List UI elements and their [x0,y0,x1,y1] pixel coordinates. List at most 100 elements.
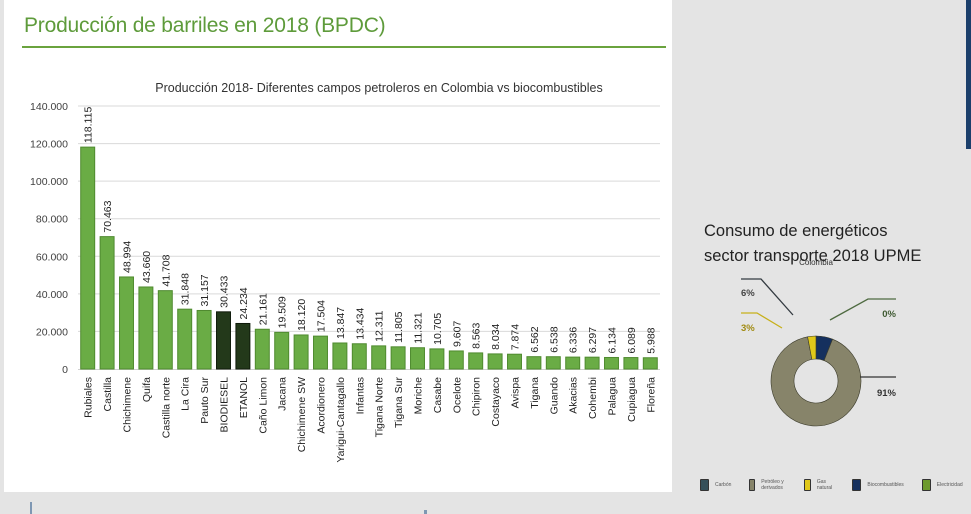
x-category-label: Tigana Sur [393,377,405,428]
x-category-label: BIODIESEL [219,377,231,433]
donut-slice-petr-leo-y-derivados [770,336,862,427]
legend-swatch [921,479,931,491]
bar-data-label: 6.562 [529,326,541,352]
legend-label: Carbón [715,482,732,488]
donut-data-label: 0% [882,309,896,320]
bar-palagua [604,356,619,370]
x-category-label: Ocelote [451,377,463,413]
bar-data-label: 13.847 [335,307,347,339]
bar-castilla [99,236,115,370]
bar-akacias [565,356,581,370]
decorative-mark-left [30,502,32,514]
bar-moriche [410,347,425,370]
bar-data-label: 24.234 [238,287,250,319]
bar-data-label: 43.660 [141,251,153,283]
bar-floreña [642,357,658,370]
bar-castilla-norte [157,290,173,370]
x-category-label: Chichimene [122,377,134,433]
y-tick-label: 60.000 [36,251,68,263]
decorative-mark-center [424,510,427,514]
x-category-label: Casabe [432,377,444,413]
accent-bar [966,0,971,149]
bar-data-label: 11.805 [393,311,405,342]
production-bar-chart: Producción 2018- Diferentes campos petro… [30,81,660,463]
x-category-label: Floreña [645,377,657,413]
bar-costayaco [487,353,503,370]
title-divider [22,46,666,48]
x-category-label: Guando [548,377,560,415]
bar-tigana [526,356,542,370]
bar-pauto-sur [196,309,212,370]
legend-item: Petróleo y derivados [749,479,786,491]
legend-label: Gas natural [816,479,833,491]
legend-label: Electricidad [936,482,963,488]
bar-data-label: 9.607 [451,321,463,347]
production-slide-card [4,0,672,492]
bar-data-label: 19.509 [277,296,289,328]
x-category-label: Tigana Norte [374,377,386,437]
energy-consumption-title: Consumo de energéticos sector transporte… [704,219,921,269]
bar-data-label: 13.434 [354,307,366,339]
x-category-label: Quifa [141,377,153,402]
bar-data-label: 17.504 [316,300,328,332]
bar-data-label: 6.089 [626,327,638,353]
y-tick-label: 120.000 [30,139,68,151]
x-category-label: Yarigui-Cantagallo [335,377,347,463]
bar-data-label: 11.321 [413,312,425,343]
bar-data-label: 6.336 [568,327,580,353]
bar-data-label: 7.874 [510,324,522,350]
legend-swatch [804,479,811,491]
bar-guando [545,356,561,370]
x-category-label: Acordionero [316,377,328,434]
donut-title: Colombia [799,258,833,267]
bar-quifa [138,286,154,370]
bar-data-label: 6.538 [548,326,560,352]
legend-item: Carbón [700,479,731,491]
bar-data-label: 5.988 [645,327,657,353]
y-tick-label: 80.000 [36,214,68,226]
x-category-label: Chichimene SW [296,377,308,452]
bar-la-cira [177,308,193,370]
donut-leader-line [741,312,783,329]
y-tick-label: 140.000 [30,101,68,113]
bar-chart-title: Producción 2018- Diferentes campos petro… [155,81,602,95]
bar-data-label: 48.994 [122,241,134,273]
bar-data-label: 12.311 [374,310,386,341]
bar-data-label: 6.134 [607,327,619,353]
donut-leader-line [741,278,794,316]
x-category-label: Costayaco [490,377,502,427]
bar-data-label: 8.034 [490,323,502,349]
bar-data-label: 18.120 [296,299,308,331]
bar-rubiales [80,146,96,370]
bar-data-label: 30.433 [219,276,231,308]
bar-caño-limon [254,328,270,370]
energy-donut-chart: Colombia 6% 3% 0% 91% [741,258,897,427]
legend-item: Biocombustibles [852,479,904,491]
bar-avispa [507,353,522,370]
legend-label: Biocombustibles [867,482,904,488]
legend-swatch [700,479,709,491]
x-category-label: Cupiagua [626,377,638,422]
x-category-label: Akacias [568,377,580,414]
bar-data-label: 118.115 [83,107,95,144]
x-category-label: Castilla [102,377,114,412]
y-tick-label: 20.000 [36,326,68,338]
bar-infantas [351,343,367,370]
legend-label: Petróleo y derivados [761,479,784,491]
bar-acordionero [313,335,328,370]
x-category-label: Pauto Sur [199,377,211,424]
legend-swatch [852,479,862,491]
donut-slice-gas-natural [807,335,817,360]
donut-legend: Carbón Petróleo y derivados Gas natural Bio… [700,479,971,491]
bar-tigana-norte [371,345,387,370]
bar-etanol [235,322,251,370]
x-category-label: Rubiales [83,377,95,418]
donut-data-label: 6% [741,288,755,299]
legend-item: Gas natural [804,479,834,491]
bar-data-label: 41.708 [160,254,172,286]
x-category-label: Tigana [529,377,541,409]
y-tick-label: 40.000 [36,289,68,301]
bar-ocelote [448,350,464,370]
bar-casabe [429,348,445,370]
bar-data-label: 10.705 [432,313,444,345]
